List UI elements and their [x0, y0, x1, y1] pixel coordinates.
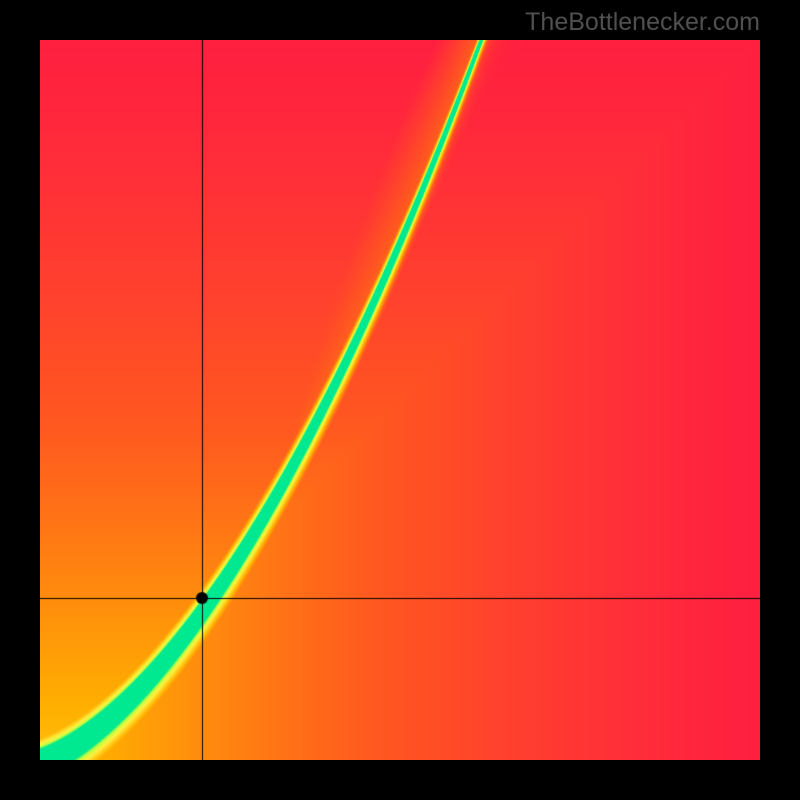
watermark-text: TheBottlenecker.com: [525, 8, 760, 37]
bottleneck-heatmap: [40, 40, 760, 760]
chart-container: TheBottlenecker.com: [0, 0, 800, 800]
